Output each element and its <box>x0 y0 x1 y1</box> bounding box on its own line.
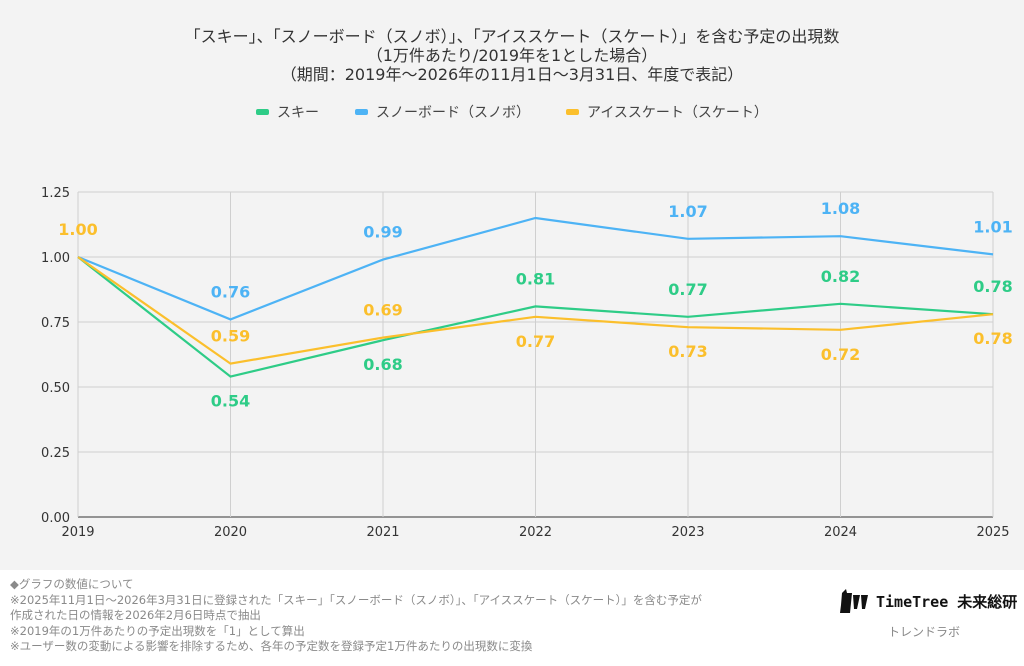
data-label: 0.77 <box>668 280 707 299</box>
data-label: 1.08 <box>821 199 860 218</box>
x-tick-label: 2025 <box>976 525 1009 540</box>
timetree-logo-icon <box>840 589 868 613</box>
y-tick-label: 0.75 <box>41 316 70 331</box>
x-tick-label: 2020 <box>214 525 247 540</box>
legend: スキー スノーボード（スノボ） アイススケート（スケート） <box>0 102 1024 122</box>
legend-item-ski: スキー <box>256 102 319 122</box>
legend-item-skate: アイススケート（スケート） <box>566 102 768 122</box>
data-label: 0.81 <box>516 269 555 288</box>
chart-title-line-2: （1万件あたり/2019年を1とした場合） <box>366 46 658 65</box>
logo-brand-text: TimeTree 未来総研 <box>876 592 1018 611</box>
footer-line: ※2025年11月1日〜2026年3月31日に登録された「スキー」「スノーボード… <box>10 592 702 607</box>
y-tick-label: 0.50 <box>41 381 70 396</box>
data-label: 0.59 <box>211 327 250 346</box>
y-tick-label: 0.25 <box>41 446 70 461</box>
legend-label: スキー <box>277 105 320 121</box>
data-label: 1.00 <box>58 220 97 239</box>
data-label: 0.54 <box>211 392 250 411</box>
data-label: 0.76 <box>211 282 250 301</box>
x-tick-label: 2023 <box>671 525 704 540</box>
footer-line: ※ユーザー数の変動による影響を排除するため、各年の予定数を登録予定1万件あたりの… <box>10 639 533 653</box>
footer-notes: ◆グラフの数値について ※2025年11月1日〜2026年3月31日に登録された… <box>10 577 702 655</box>
legend-swatch <box>355 109 369 115</box>
chart-area: 「スキー」、「スノーボード（スノボ）」、「アイススケート（スケート）」を含む予定… <box>0 0 1024 570</box>
x-tick-label: 2022 <box>519 525 552 540</box>
x-tick-label: 2019 <box>61 525 94 540</box>
y-tick-label: 1.25 <box>41 186 70 201</box>
data-label: 0.78 <box>973 277 1012 296</box>
legend-label: アイススケート（スケート） <box>587 105 768 121</box>
logo-subtitle: トレンドラボ <box>888 625 961 639</box>
data-label: 1.01 <box>973 217 1012 236</box>
footer-line: ◆グラフの数値について <box>10 577 134 591</box>
data-label: 0.72 <box>821 345 860 364</box>
chart-title-line-3: （期間：2019年〜2026年の11月1日〜3月31日、年度で表記） <box>280 65 744 84</box>
data-label: 0.69 <box>363 301 402 320</box>
data-label: 0.73 <box>668 342 707 361</box>
data-label: 0.82 <box>821 267 860 286</box>
line-plot: 0.00 0.25 0.50 0.75 1.00 1.25 2019 2020 2021 2022… <box>41 186 1013 540</box>
y-tick-label: 1.00 <box>41 251 70 266</box>
legend-swatch <box>256 109 270 115</box>
legend-swatch <box>566 109 580 115</box>
footer-line: ※2019年の1万件あたりの予定出現数を「1」として算出 <box>10 623 305 638</box>
timetree-logo: TimeTree 未来総研 トレンドラボ <box>838 587 1018 640</box>
y-tick-label: 0.00 <box>41 511 70 526</box>
footer-line: 作成された日の情報を2026年2月6日時点で抽出 <box>10 608 261 622</box>
data-label: 0.99 <box>363 223 402 242</box>
legend-label: スノーボード（スノボ） <box>376 105 531 121</box>
chart-title-line-1: 「スキー」、「スノーボード（スノボ）」、「アイススケート（スケート）」を含む予定… <box>184 27 840 46</box>
data-label: 0.77 <box>516 332 555 351</box>
data-label: 0.78 <box>973 329 1012 348</box>
data-label: 0.68 <box>363 355 402 374</box>
data-label: 1.07 <box>668 202 707 221</box>
legend-item-snowboard: スノーボード（スノボ） <box>355 102 530 122</box>
x-tick-label: 2021 <box>366 525 399 540</box>
x-tick-label: 2024 <box>824 525 857 540</box>
